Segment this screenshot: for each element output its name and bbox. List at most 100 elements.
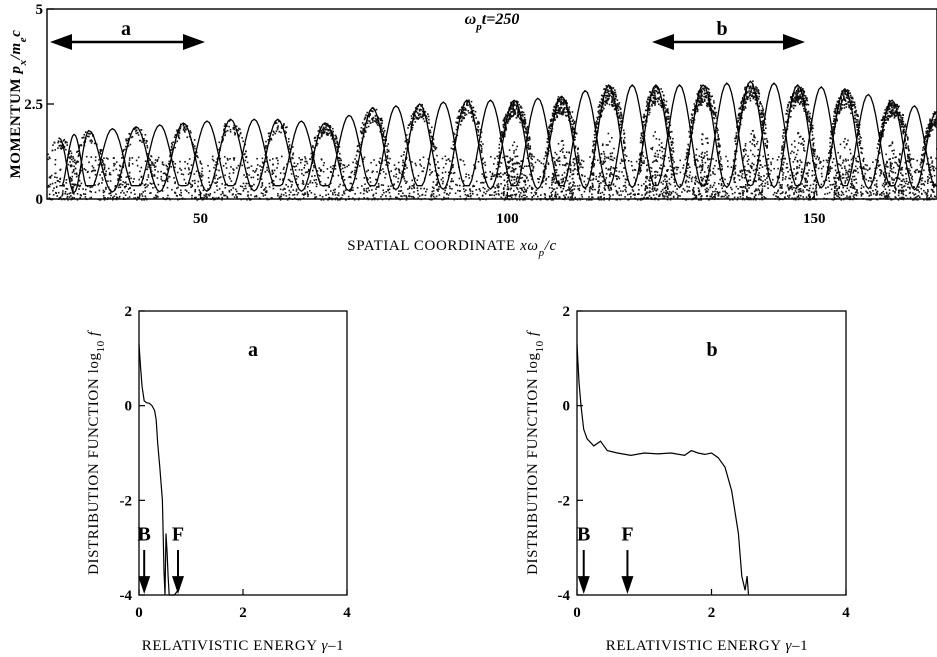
phase-space-particle (467, 104, 469, 107)
phase-space-particle (508, 113, 510, 115)
phase-space-particle (493, 194, 496, 197)
phase-space-particle (397, 161, 400, 164)
phase-space-particle (413, 111, 415, 113)
phase-space-particle (571, 198, 573, 200)
phase-space-particle (514, 176, 516, 178)
phase-space-particle (568, 189, 571, 192)
phase-space-particle (615, 198, 617, 201)
phase-space-particle (726, 160, 729, 162)
phase-space-particle (245, 176, 247, 178)
phase-space-particle (373, 159, 375, 161)
phase-space-particle (363, 197, 365, 199)
phase-space-particle (267, 139, 269, 141)
phase-space-particle (572, 184, 574, 186)
phase-space-particle (428, 118, 430, 121)
phase-space-particle (234, 188, 237, 191)
phase-space-particle (557, 174, 560, 177)
phase-space-particle (834, 164, 837, 167)
phase-space-particle (694, 163, 696, 166)
phase-space-particle (137, 131, 139, 134)
phase-space-particle (371, 198, 373, 201)
phase-space-particle (811, 174, 813, 177)
phase-space-particle (380, 196, 382, 198)
phase-space-particle (443, 198, 446, 200)
phase-space-particle (661, 192, 664, 195)
phase-space-particle (524, 197, 526, 199)
phase-space-particle (860, 195, 863, 197)
phase-space-particle (507, 119, 509, 121)
phase-space-particle (639, 168, 641, 170)
phase-space-particle (410, 195, 413, 198)
phase-space-particle (474, 166, 477, 168)
phase-space-particle (150, 192, 152, 194)
phase-space-particle (883, 195, 886, 198)
phase-space-particle (400, 189, 403, 192)
phase-space-particle (573, 128, 576, 131)
phase-space-particle (663, 147, 665, 150)
phase-space-particle (327, 198, 330, 201)
phase-space-particle (422, 156, 425, 159)
phase-space-particle (274, 132, 277, 135)
phase-space-particle (167, 177, 169, 180)
phase-space-particle (558, 100, 561, 103)
phase-space-particle (526, 144, 529, 147)
phase-space-particle (700, 84, 702, 87)
phase-space-particle (672, 147, 674, 149)
phase-space-particle (330, 130, 333, 132)
phase-space-particle (472, 106, 475, 109)
phase-space-particle (69, 161, 71, 163)
phase-space-particle (266, 169, 268, 171)
phase-space-particle (368, 120, 371, 122)
phase-space-particle (625, 155, 628, 157)
phase-space-particle (607, 144, 609, 146)
phase-space-particle (416, 117, 419, 119)
phase-space-particle (466, 101, 469, 104)
phase-space-particle (643, 183, 645, 185)
phase-space-particle (557, 107, 560, 109)
phase-space-particle (177, 134, 180, 136)
phase-space-particle (387, 161, 389, 164)
phase-space-particle (657, 198, 659, 201)
phase-space-particle (319, 168, 322, 171)
phase-space-particle (570, 115, 573, 118)
phase-space-particle (265, 147, 268, 149)
phase-space-particle (405, 134, 408, 136)
phase-space-particle (800, 194, 802, 197)
phase-space-particle (71, 165, 73, 167)
phase-space-particle (562, 151, 564, 153)
phase-space-particle (555, 109, 558, 112)
phase-space-particle (607, 91, 609, 94)
phase-space-particle (214, 177, 216, 180)
phase-space-particle (557, 143, 560, 145)
phase-space-particle (565, 151, 568, 153)
phase-space-particle (194, 190, 196, 193)
phase-space-particle (309, 181, 311, 184)
phase-space-particle (154, 162, 157, 164)
phase-space-particle (900, 192, 903, 195)
phase-space-particle (382, 184, 385, 186)
phase-space-particle (835, 174, 837, 177)
phase-space-particle (874, 189, 877, 191)
phase-space-particle (371, 119, 374, 121)
phase-space-particle (481, 159, 483, 161)
phase-space-particle (579, 198, 582, 201)
phase-space-particle (913, 194, 915, 196)
phase-space-particle (908, 181, 910, 184)
phase-space-particle (231, 193, 234, 196)
phase-space-particle (480, 151, 483, 154)
phase-space-particle (360, 143, 362, 146)
phase-space-particle (576, 185, 579, 187)
phase-space-particle (560, 178, 563, 181)
phase-space-particle (862, 198, 865, 200)
phase-space-particle (109, 180, 112, 182)
phase-space-particle (228, 191, 231, 193)
phase-space-particle (630, 192, 632, 195)
phase-space-particle (103, 168, 106, 171)
phase-space-particle (609, 173, 611, 176)
phase-space-particle (68, 196, 71, 198)
phase-space-particle (562, 180, 565, 183)
phase-space-particle (846, 195, 848, 197)
phase-space-particle (653, 160, 655, 162)
phase-space-particle (432, 150, 435, 152)
phase-space-particle (59, 141, 62, 143)
